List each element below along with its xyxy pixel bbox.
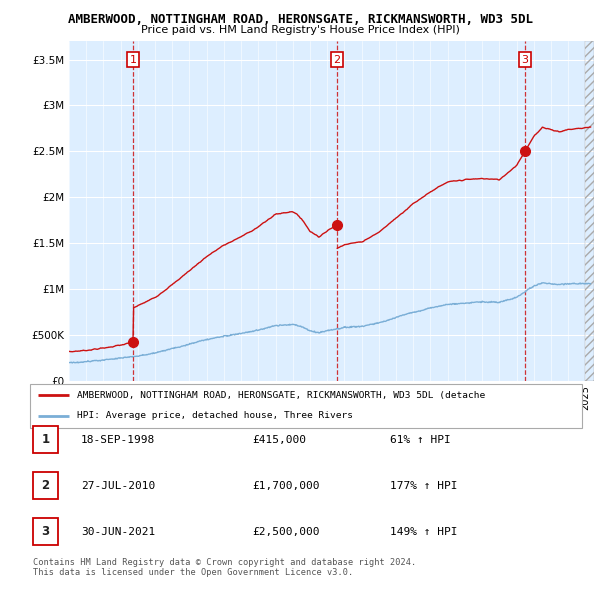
Text: 30-JUN-2021: 30-JUN-2021	[81, 527, 155, 536]
Text: £415,000: £415,000	[252, 435, 306, 444]
Text: 2: 2	[334, 55, 341, 65]
Text: Price paid vs. HM Land Registry's House Price Index (HPI): Price paid vs. HM Land Registry's House …	[140, 25, 460, 35]
Text: 3: 3	[521, 55, 529, 65]
Text: 27-JUL-2010: 27-JUL-2010	[81, 481, 155, 490]
Text: 3: 3	[41, 525, 50, 538]
Text: 177% ↑ HPI: 177% ↑ HPI	[390, 481, 458, 490]
Text: AMBERWOOD, NOTTINGHAM ROAD, HERONSGATE, RICKMANSWORTH, WD3 5DL (detache: AMBERWOOD, NOTTINGHAM ROAD, HERONSGATE, …	[77, 391, 485, 400]
Text: 2: 2	[41, 479, 50, 492]
Text: 1: 1	[41, 433, 50, 446]
Text: 149% ↑ HPI: 149% ↑ HPI	[390, 527, 458, 536]
Text: 1: 1	[130, 55, 137, 65]
Text: 61% ↑ HPI: 61% ↑ HPI	[390, 435, 451, 444]
Text: 18-SEP-1998: 18-SEP-1998	[81, 435, 155, 444]
Text: £2,500,000: £2,500,000	[252, 527, 320, 536]
Text: AMBERWOOD, NOTTINGHAM ROAD, HERONSGATE, RICKMANSWORTH, WD3 5DL: AMBERWOOD, NOTTINGHAM ROAD, HERONSGATE, …	[67, 13, 533, 26]
Text: HPI: Average price, detached house, Three Rivers: HPI: Average price, detached house, Thre…	[77, 411, 353, 420]
Text: Contains HM Land Registry data © Crown copyright and database right 2024.
This d: Contains HM Land Registry data © Crown c…	[33, 558, 416, 577]
Text: £1,700,000: £1,700,000	[252, 481, 320, 490]
